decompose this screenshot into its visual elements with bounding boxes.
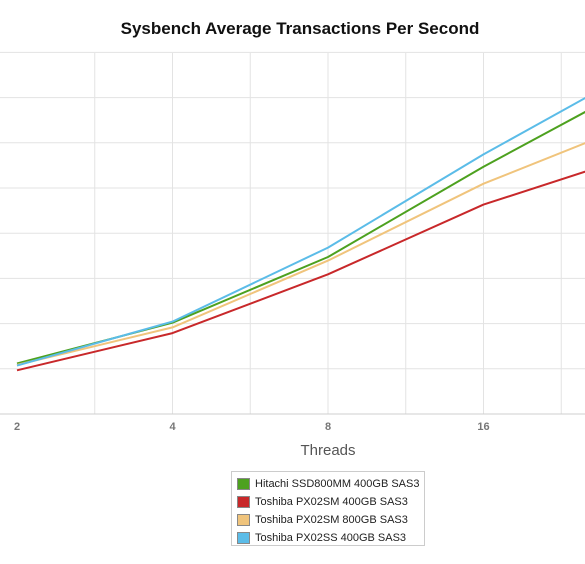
series-line-2 — [16, 170, 585, 372]
legend-swatch — [237, 514, 250, 526]
series-line-4 — [16, 96, 585, 367]
series-line-1 — [16, 110, 585, 365]
legend: Hitachi SSD800MM 400GB SAS3 Toshiba PX02S… — [231, 471, 425, 546]
legend-item[interactable]: Toshiba PX02SS 400GB SAS3 — [237, 529, 424, 547]
series-lines — [16, 96, 585, 372]
chart-title: Sysbench Average Transactions Per Second — [120, 19, 480, 38]
x-tick-label: 4 — [169, 421, 176, 433]
legend-item[interactable]: Toshiba PX02SM 800GB SAS3 — [237, 511, 424, 529]
legend-swatch — [237, 478, 250, 490]
x-tick-label: 2 — [14, 421, 20, 433]
x-axis-title: Threads — [300, 442, 355, 459]
legend-label: Hitachi SSD800MM 400GB SAS3 — [255, 478, 420, 490]
legend-item[interactable]: Toshiba PX02SM 400GB SAS3 — [237, 493, 424, 511]
legend-item[interactable]: Hitachi SSD800MM 400GB SAS3 — [237, 475, 424, 493]
legend-label: Toshiba PX02SS 400GB SAS3 — [255, 532, 407, 544]
legend-label: Toshiba PX02SM 800GB SAS3 — [255, 514, 408, 526]
x-tick-label: 8 — [325, 421, 331, 433]
x-tick-label: 16 — [477, 421, 489, 433]
legend-swatch — [237, 532, 250, 544]
series-line-3 — [16, 142, 585, 366]
legend-swatch — [237, 496, 250, 508]
grid — [0, 51, 585, 415]
x-tick-labels: 2 4 8 16 — [14, 421, 490, 433]
legend-label: Toshiba PX02SM 400GB SAS3 — [255, 496, 408, 508]
